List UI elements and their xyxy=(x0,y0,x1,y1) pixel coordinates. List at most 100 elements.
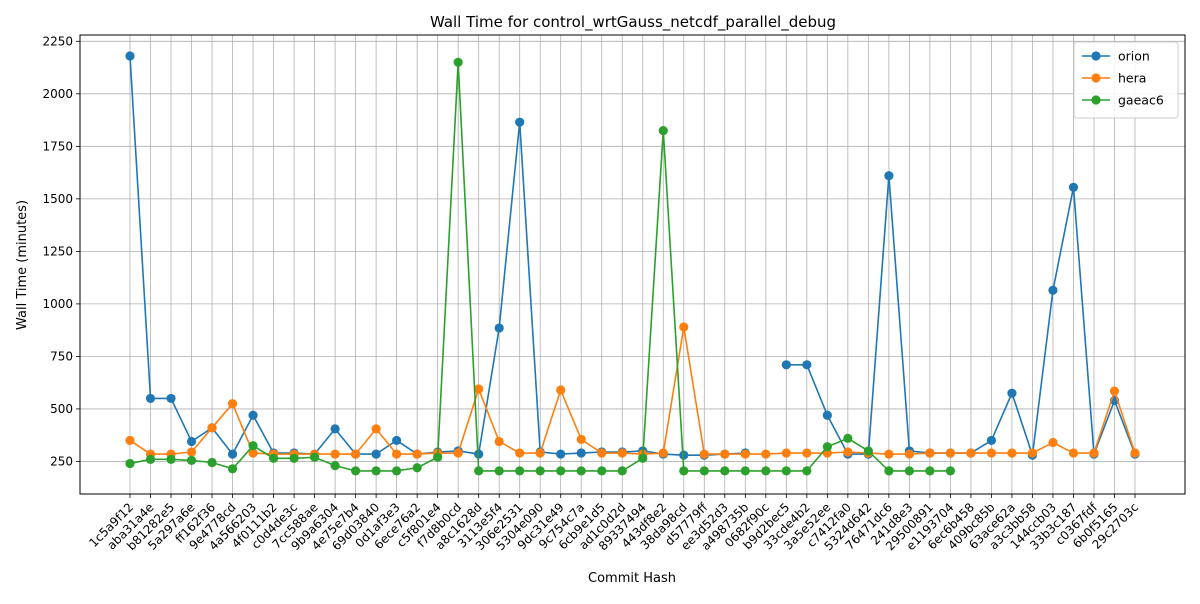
data-point-hera xyxy=(986,448,997,458)
data-point-hera xyxy=(392,449,402,459)
data-point-hera xyxy=(351,449,361,459)
data-point-orion xyxy=(884,171,894,181)
data-point-hera xyxy=(761,449,771,459)
data-point-hera xyxy=(925,448,935,458)
data-point-orion xyxy=(986,435,997,446)
data-point-gaeac6 xyxy=(822,442,832,452)
legend-label-gaeac6: gaeac6 xyxy=(1118,93,1164,108)
data-point-gaeac6 xyxy=(761,466,771,476)
data-point-gaeac6 xyxy=(453,57,463,67)
data-point-gaeac6 xyxy=(227,464,238,474)
data-point-hera xyxy=(617,448,627,458)
y-tick-label: 250 xyxy=(50,454,73,468)
legend-label-hera: hera xyxy=(1118,71,1146,86)
data-point-hera xyxy=(494,436,504,447)
data-point-gaeac6 xyxy=(494,466,504,476)
series-gaeac6 xyxy=(125,57,956,476)
legend: orion hera gaeac6 xyxy=(1073,41,1179,119)
data-point-hera xyxy=(1027,448,1038,458)
data-point-hera xyxy=(699,449,709,459)
data-point-orion xyxy=(474,449,484,459)
y-tick-label: 1750 xyxy=(42,139,73,153)
x-axis: 1c5a9f12aba31a4eb81282e55a297a6eff162f36… xyxy=(86,494,1141,553)
data-point-gaeac6 xyxy=(925,466,935,476)
data-point-hera xyxy=(186,447,197,457)
y-axis-title: Wall Time (minutes) xyxy=(15,200,30,330)
y-tick-label: 1250 xyxy=(42,244,73,258)
data-point-hera xyxy=(822,448,832,458)
data-point-orion xyxy=(248,410,258,420)
x-axis-title: Commit Hash xyxy=(588,571,676,586)
data-point-hera xyxy=(802,448,812,458)
data-point-hera xyxy=(781,448,791,458)
data-point-gaeac6 xyxy=(125,458,135,469)
data-point-hera xyxy=(125,435,135,446)
data-point-gaeac6 xyxy=(658,125,668,136)
data-point-gaeac6 xyxy=(904,466,914,476)
data-point-orion xyxy=(556,449,566,459)
data-point-hera xyxy=(576,434,586,444)
data-point-hera xyxy=(515,448,525,458)
data-point-hera xyxy=(945,448,956,458)
data-point-gaeac6 xyxy=(535,466,545,476)
data-point-gaeac6 xyxy=(597,466,607,476)
data-point-orion xyxy=(166,393,176,404)
y-tick-label: 750 xyxy=(50,349,73,363)
data-point-gaeac6 xyxy=(166,454,176,464)
data-point-hera xyxy=(740,449,750,459)
data-point-hera xyxy=(412,449,422,459)
data-point-hera xyxy=(597,448,607,458)
y-tick-label: 2000 xyxy=(42,87,73,101)
data-point-gaeac6 xyxy=(802,466,812,476)
data-point-orion xyxy=(802,360,812,370)
data-point-gaeac6 xyxy=(556,466,566,476)
data-point-gaeac6 xyxy=(781,466,791,476)
data-point-orion xyxy=(1068,182,1079,192)
data-point-gaeac6 xyxy=(638,453,648,463)
data-point-hera xyxy=(330,449,340,459)
data-point-hera xyxy=(884,449,894,459)
data-point-orion xyxy=(330,424,340,434)
data-point-gaeac6 xyxy=(720,466,730,476)
data-point-gaeac6 xyxy=(309,452,320,462)
data-point-gaeac6 xyxy=(884,466,894,476)
data-point-hera xyxy=(1048,437,1058,448)
data-point-gaeac6 xyxy=(515,466,525,476)
data-point-hera xyxy=(556,385,566,395)
y-tick-label: 1500 xyxy=(42,192,73,206)
series-layer xyxy=(125,51,1140,476)
data-point-hera xyxy=(474,384,484,394)
data-point-orion xyxy=(227,449,238,459)
data-point-gaeac6 xyxy=(248,441,258,451)
y-tick-label: 1000 xyxy=(42,297,73,311)
legend-marker-gaeac6 xyxy=(1091,95,1101,105)
data-point-hera xyxy=(658,448,668,458)
data-point-gaeac6 xyxy=(351,466,361,476)
data-point-hera xyxy=(453,448,463,458)
data-point-orion xyxy=(125,51,135,61)
chart-title: Wall Time for control_wrtGauss_netcdf_pa… xyxy=(430,13,836,32)
data-point-orion xyxy=(781,360,791,370)
data-point-gaeac6 xyxy=(268,453,279,463)
data-point-gaeac6 xyxy=(207,457,217,468)
series-line-orion xyxy=(786,174,1136,456)
data-point-orion xyxy=(576,448,586,458)
data-point-gaeac6 xyxy=(145,454,156,464)
y-tick-label: 2250 xyxy=(42,34,73,48)
legend-marker-hera xyxy=(1091,73,1101,83)
legend-label-orion: orion xyxy=(1118,49,1150,64)
y-tick-label: 500 xyxy=(50,402,73,416)
data-point-hera xyxy=(1089,448,1099,458)
data-point-hera xyxy=(843,447,853,457)
grid xyxy=(80,35,1185,494)
data-point-hera xyxy=(904,449,914,459)
data-point-gaeac6 xyxy=(945,466,956,476)
data-point-gaeac6 xyxy=(330,461,340,471)
data-point-orion xyxy=(515,117,525,127)
data-point-orion xyxy=(679,450,689,460)
legend-marker-orion xyxy=(1091,51,1101,61)
series-orion xyxy=(125,51,1140,460)
data-point-hera xyxy=(248,448,258,458)
